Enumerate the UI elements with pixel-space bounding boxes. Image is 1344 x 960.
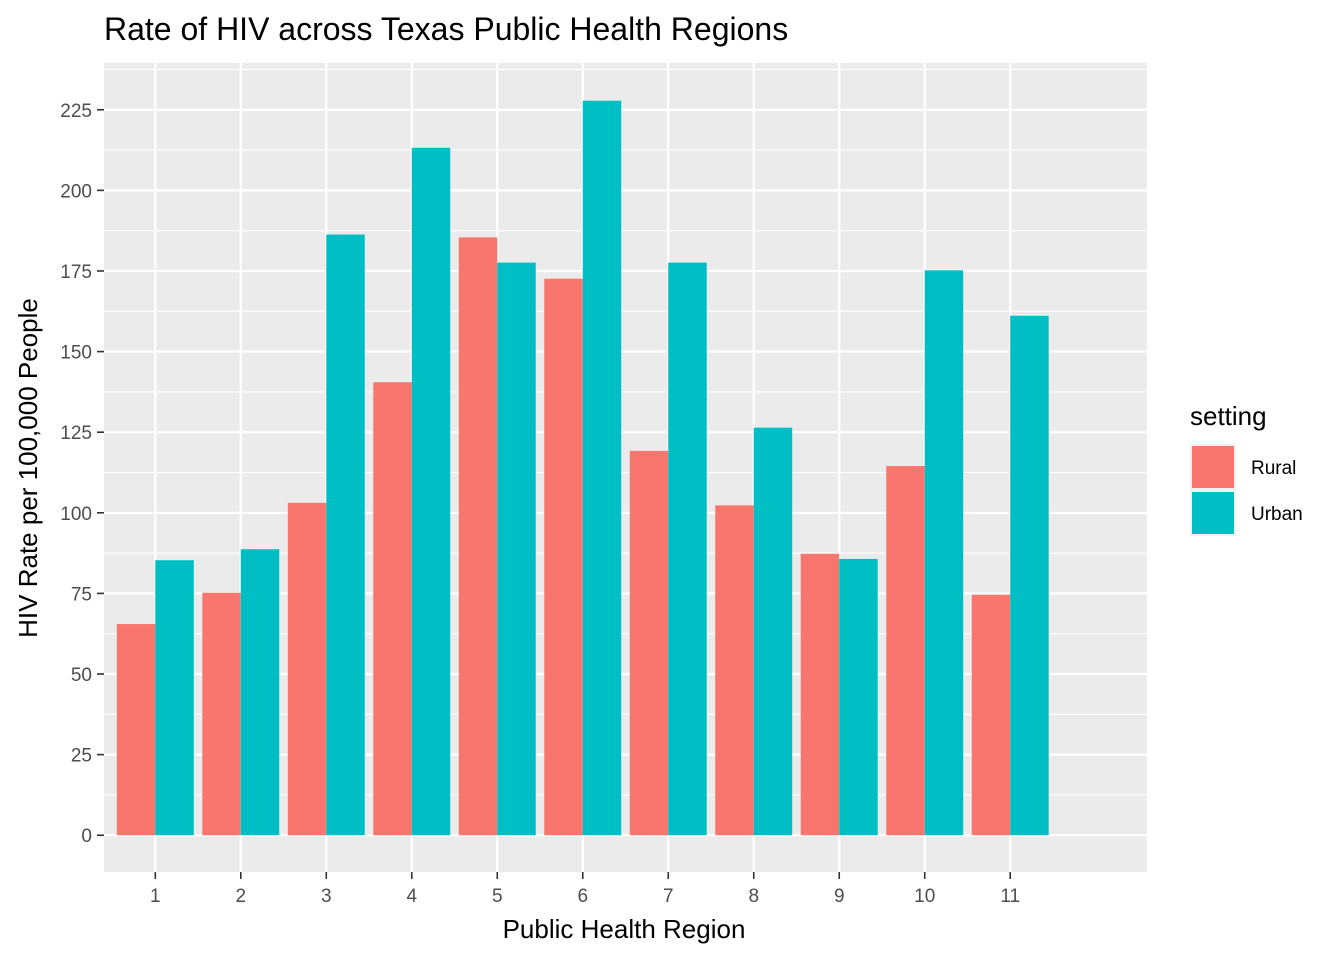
bar-rural-region-1 [116, 624, 156, 836]
y-tick-label: 50 [71, 665, 92, 686]
bar-urban-region-2 [240, 549, 280, 836]
legend-key-urban [1192, 492, 1234, 534]
x-tick-label: 11 [1000, 886, 1020, 907]
x-tick-label: 7 [663, 886, 674, 907]
legend-label-rural: Rural [1251, 458, 1296, 479]
bar-rural-region-3 [287, 502, 327, 836]
x-tick-label: 6 [577, 886, 588, 907]
y-tick-label: 0 [81, 826, 92, 847]
y-tick-label: 225 [60, 101, 92, 122]
bar-urban-region-11 [1010, 315, 1049, 836]
y-tick-label: 150 [60, 343, 92, 364]
legend-title: setting [1190, 401, 1267, 431]
y-axis-title: HIV Rate per 100,000 People [13, 298, 43, 638]
x-tick-label: 2 [235, 886, 246, 907]
bar-urban-region-5 [497, 262, 536, 836]
x-tick-label: 3 [321, 886, 332, 907]
bar-rural-region-4 [373, 382, 412, 836]
y-axis: 0 25 50 75 100 125 150 175 200 225 [60, 101, 104, 847]
bar-rural-region-2 [202, 592, 241, 836]
y-tick-label: 100 [60, 504, 92, 525]
bar-rural-region-6 [544, 278, 583, 836]
y-tick-label: 200 [60, 181, 92, 202]
bar-urban-region-6 [582, 100, 622, 836]
bar-rural-region-7 [629, 450, 669, 836]
bar-rural-region-5 [458, 237, 498, 836]
x-tick-label: 10 [914, 886, 935, 907]
y-tick-label: 25 [71, 746, 92, 767]
x-tick-label: 4 [406, 886, 417, 907]
bar-urban-region-9 [839, 558, 878, 836]
plot-panel [104, 63, 1147, 872]
x-tick-label: 1 [150, 886, 161, 907]
bar-urban-region-7 [668, 262, 707, 836]
bar-rural-region-8 [715, 505, 754, 836]
bar-rural-region-11 [971, 594, 1011, 836]
chart-title: Rate of HIV across Texas Public Health R… [104, 11, 788, 47]
bar-urban-region-3 [326, 234, 365, 836]
bar-rural-region-10 [886, 466, 925, 836]
x-tick-label: 9 [834, 886, 845, 907]
y-tick-label: 175 [60, 262, 92, 283]
bar-urban-region-4 [411, 147, 451, 836]
legend-key-rural [1192, 446, 1234, 488]
x-tick-label: 5 [492, 886, 503, 907]
x-tick-label: 8 [748, 886, 759, 907]
legend: setting Rural Urban [1190, 401, 1303, 536]
bar-urban-region-8 [753, 427, 793, 836]
y-tick-label: 125 [60, 423, 92, 444]
x-axis: 1 2 3 4 5 6 7 8 9 10 11 [150, 872, 1020, 907]
x-axis-title: Public Health Region [503, 914, 746, 944]
bar-rural-region-9 [800, 553, 840, 836]
legend-label-urban: Urban [1251, 504, 1303, 525]
bar-urban-region-1 [155, 560, 194, 836]
bar-urban-region-10 [924, 270, 964, 836]
y-tick-label: 75 [71, 584, 92, 605]
